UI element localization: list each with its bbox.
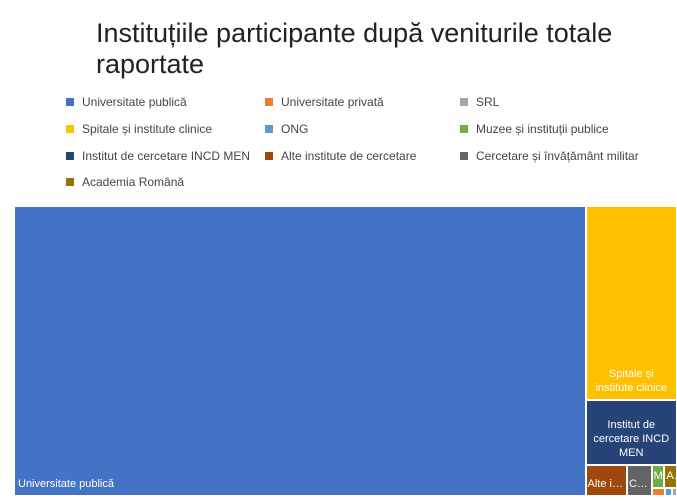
tile-label: Institut de cercetare INCD MEN — [593, 418, 670, 459]
legend-item: Alte institute de cercetare — [265, 149, 416, 163]
treemap-tile: Alte institute de cercetare — [585, 464, 627, 496]
legend-label: Academia Română — [82, 175, 185, 189]
tile-label: Alte institute de cercetare — [587, 477, 626, 490]
legend-label: Alte institute de cercetare — [281, 149, 417, 163]
legend-swatch — [265, 152, 273, 160]
legend-label: SRL — [476, 95, 500, 109]
treemap-tile: Muzee și instituții publice — [651, 464, 665, 488]
treemap-tile: Academia Română — [664, 464, 677, 488]
legend-item: ONG — [265, 122, 308, 136]
tile-label: Universitate publică — [18, 478, 114, 490]
legend-item: Muzee și instituții publice — [460, 122, 609, 136]
chart-title: Instituțiile participante după venituril… — [96, 18, 613, 79]
legend-label: Institut de cercetare INCD MEN — [82, 149, 251, 163]
legend-swatch — [460, 98, 468, 106]
treemap-tile — [665, 487, 673, 496]
legend-label: ONG — [281, 122, 309, 136]
treemap-tile: Institut de cercetare INCD MEN — [585, 399, 677, 465]
legend-swatch — [265, 98, 273, 106]
treemap: Universitate publică Spitale și institute… — [14, 206, 677, 496]
legend-item: SRL — [460, 95, 499, 109]
treemap-tile: Universitate publică — [14, 206, 586, 496]
legend-swatch — [66, 125, 74, 133]
legend-item: Universitate privată — [265, 95, 384, 109]
legend-swatch — [460, 152, 468, 160]
tile-label: Spitale și institute clinice — [595, 367, 668, 394]
legend-label: Muzee și instituții publice — [476, 122, 609, 136]
legend-item: Cercetare și învățământ militar — [460, 149, 639, 163]
legend-item: Academia Română — [66, 175, 184, 189]
legend-swatch — [66, 178, 74, 186]
tile-label: Muzee și instituții publice — [653, 469, 664, 482]
treemap-tile: Spitale și institute clinice — [585, 206, 677, 400]
legend-label: Spitale și institute clinice — [82, 122, 213, 136]
legend-swatch — [265, 125, 273, 133]
legend-swatch — [460, 125, 468, 133]
treemap-tile: Cercetare și învățământ militar — [626, 464, 652, 496]
legend-swatch — [66, 98, 74, 106]
legend-label: Universitate privată — [281, 95, 384, 109]
legend-swatch — [66, 152, 74, 160]
legend-label: Cercetare și învățământ militar — [476, 149, 639, 163]
tile-label: Academia Română — [666, 469, 676, 482]
legend-item: Spitale și institute clinice — [66, 122, 212, 136]
legend-item: Universitate publică — [66, 95, 187, 109]
legend-label: Universitate publică — [82, 95, 187, 109]
treemap-tile — [672, 487, 677, 496]
legend-item: Institut de cercetare INCD MEN — [66, 149, 250, 163]
tile-label: Cercetare și învățământ militar — [628, 477, 651, 490]
treemap-tile — [651, 487, 666, 496]
